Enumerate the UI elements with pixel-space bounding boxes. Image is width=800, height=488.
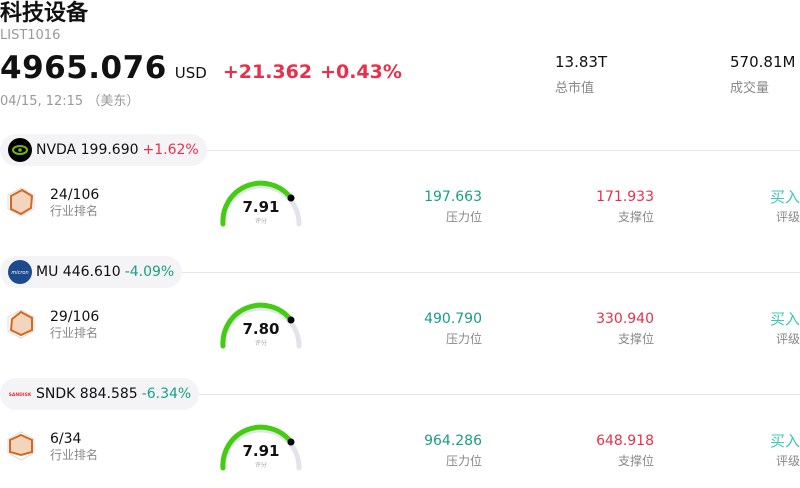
- score-value: 7.80: [242, 320, 280, 338]
- volume-value: 570.81M: [730, 53, 796, 71]
- support-level: 171.933 支撑位: [596, 188, 654, 225]
- industry-rank: 6/34 行业排名: [6, 430, 98, 462]
- price-change-pct: +0.43%: [320, 61, 402, 83]
- radar-icon: [7, 431, 35, 461]
- resistance-value: 490.790: [424, 311, 482, 327]
- rank-value: 6/34: [50, 431, 82, 447]
- rank-value: 29/106: [50, 309, 100, 325]
- price-row: 4965.076 USD +21.362 +0.43%: [0, 50, 402, 86]
- nvidia-logo-icon: [8, 138, 32, 162]
- resistance-value: 964.286: [424, 433, 482, 449]
- rating-label: 评级: [775, 210, 800, 224]
- rating-value: 买入: [769, 188, 800, 206]
- resistance-level: 197.663 压力位: [424, 188, 482, 225]
- support-value: 648.918: [596, 433, 654, 449]
- svg-text:SANDISK: SANDISK: [9, 392, 31, 397]
- score-label: 评分: [254, 340, 267, 347]
- timestamp: 04/15, 12:15 （美东）: [0, 94, 140, 109]
- market-cap-label: 总市值: [555, 81, 595, 96]
- support-label: 支撑位: [617, 332, 654, 346]
- stock-price: 199.690: [80, 142, 139, 158]
- divider: [0, 394, 800, 395]
- resistance-label: 压力位: [445, 332, 482, 346]
- market-cap-value: 13.83T: [555, 53, 608, 71]
- stock-price: 446.610: [62, 264, 121, 280]
- stock-symbol: NVDA: [36, 142, 77, 158]
- rating: 买入 评级: [770, 188, 800, 225]
- rating-value: 买入: [769, 310, 800, 328]
- rating-label: 评级: [775, 454, 800, 468]
- market-cap-stat: 13.83T 总市值: [555, 53, 607, 96]
- divider: [0, 150, 800, 151]
- support-level: 648.918 支撑位: [596, 432, 654, 469]
- sandisk-logo-icon: SANDISK: [8, 382, 32, 406]
- support-value: 171.933: [596, 189, 654, 205]
- rank-label: 行业排名: [50, 326, 99, 340]
- index-price: 4965.076: [0, 50, 167, 86]
- list-code: LIST1016: [0, 28, 61, 43]
- stock-symbol: SNDK: [36, 386, 76, 402]
- stock-symbol: MU: [36, 264, 59, 280]
- price-change: +21.362: [222, 61, 313, 83]
- svg-text:micron: micron: [11, 270, 28, 276]
- resistance-level: 964.286 压力位: [424, 432, 482, 469]
- score-label: 评分: [254, 218, 267, 225]
- resistance-label: 压力位: [445, 454, 482, 468]
- currency: USD: [174, 64, 207, 82]
- support-label: 支撑位: [617, 210, 654, 224]
- radar-icon: [7, 309, 35, 339]
- score-label: 评分: [254, 462, 267, 469]
- stock-pill[interactable]: SANDISK SNDK 884.585 -6.34%: [0, 378, 200, 410]
- industry-rank: 29/106 行业排名: [6, 308, 99, 340]
- stock-change: -4.09%: [124, 264, 175, 280]
- resistance-label: 压力位: [445, 210, 482, 224]
- radar-icon: [7, 187, 35, 217]
- micron-logo-icon: micron: [8, 260, 32, 284]
- resistance-level: 490.790 压力位: [424, 310, 482, 347]
- rating: 买入 评级: [770, 310, 800, 347]
- support-level: 330.940 支撑位: [596, 310, 654, 347]
- stock-change: -6.34%: [141, 386, 192, 402]
- rank-value: 24/106: [50, 187, 100, 203]
- page-title: 科技设备: [0, 1, 89, 26]
- score-value: 7.91: [242, 198, 280, 216]
- support-value: 330.940: [596, 311, 654, 327]
- score-gauge: 7.80 评分: [217, 302, 305, 350]
- rating-value: 买入: [769, 432, 800, 450]
- rank-label: 行业排名: [50, 204, 99, 218]
- rank-label: 行业排名: [50, 448, 99, 462]
- rating: 买入 评级: [770, 432, 800, 469]
- stock-pill[interactable]: NVDA 199.690 +1.62%: [0, 134, 207, 166]
- stock-price: 884.585: [79, 386, 138, 402]
- resistance-value: 197.663: [424, 189, 482, 205]
- volume-stat: 570.81M 成交量: [730, 53, 795, 96]
- stock-pill[interactable]: micron MU 446.610 -4.09%: [0, 256, 183, 288]
- support-label: 支撑位: [617, 454, 654, 468]
- score-gauge: 7.91 评分: [217, 424, 305, 472]
- score-gauge: 7.91 评分: [217, 180, 305, 228]
- divider: [0, 272, 800, 273]
- score-value: 7.91: [242, 442, 280, 460]
- volume-label: 成交量: [730, 81, 770, 96]
- industry-rank: 24/106 行业排名: [6, 186, 99, 218]
- stock-change: +1.62%: [142, 142, 199, 158]
- rating-label: 评级: [775, 332, 800, 346]
